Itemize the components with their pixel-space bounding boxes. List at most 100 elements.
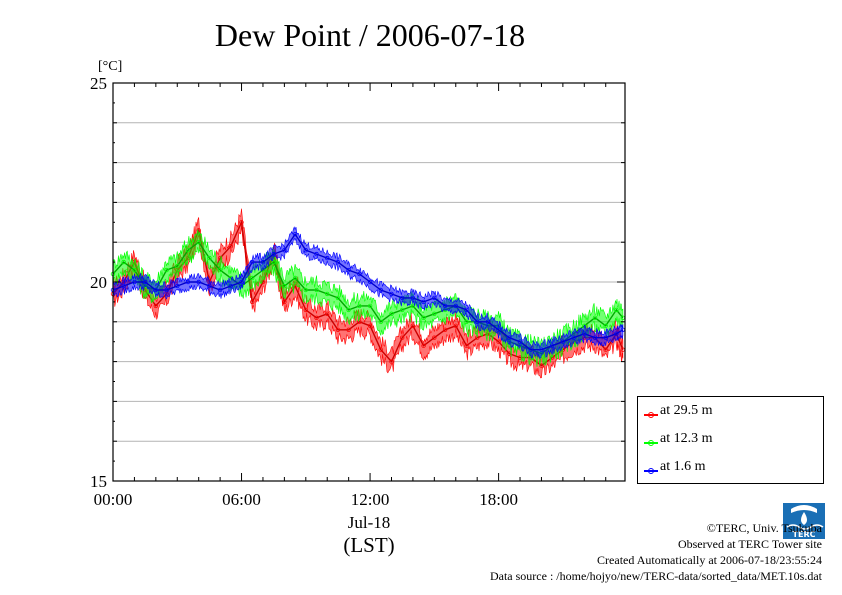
- series-2-point: [453, 303, 458, 309]
- axis-tick-labels: 15 20 25 00:00 06:00 12:00 18:00: [90, 74, 518, 509]
- series-1-point: [603, 323, 608, 328]
- series-2-point: [142, 279, 148, 285]
- series-2-point: [421, 299, 426, 305]
- series-1-point: [335, 295, 341, 301]
- series-1-point: [367, 303, 373, 309]
- y-tick-label: 15: [90, 472, 107, 491]
- series-2-point: [582, 331, 587, 336]
- legend-swatch-red: [644, 407, 658, 418]
- series-2-point: [475, 319, 480, 324]
- series-2-point: [249, 259, 255, 265]
- series-2-point: [432, 295, 437, 301]
- series-0-point: [603, 347, 608, 352]
- series-2-point: [614, 331, 619, 336]
- series-1-point: [282, 283, 287, 289]
- terc-logo-icon: TERC: [783, 503, 825, 539]
- series-2-point: [207, 283, 212, 289]
- series-2-point: [132, 279, 137, 285]
- series-1-point: [121, 259, 126, 265]
- series-2-point: [400, 295, 405, 301]
- series-2-point: [335, 259, 341, 265]
- series-1-point: [325, 291, 330, 297]
- series-0-point: [325, 311, 330, 316]
- series-0-point: [453, 323, 458, 328]
- legend-swatch-blue: [644, 463, 658, 474]
- series-1-point: [164, 267, 169, 273]
- series-2-point: [560, 339, 566, 344]
- series-0-point: [217, 255, 223, 261]
- x-axis-timezone-label: (LST): [343, 533, 394, 557]
- series-0-point: [357, 319, 362, 324]
- series-2-point: [367, 279, 373, 285]
- y-tick-label: 25: [90, 74, 107, 93]
- series-2-point: [496, 327, 501, 332]
- series-0-point: [378, 347, 383, 352]
- series-1-point: [346, 307, 351, 313]
- series-2-point: [389, 291, 394, 297]
- series-2-point: [217, 287, 223, 293]
- chart-title: Dew Point / 2006-07-18: [215, 17, 525, 53]
- series-0-point: [239, 220, 244, 225]
- series-2-point: [346, 267, 351, 273]
- series-2-point: [228, 283, 233, 289]
- series-2-line: [112, 232, 624, 351]
- series-2-point: [603, 335, 608, 340]
- series-2-point: [314, 251, 319, 257]
- series-2-point: [550, 343, 555, 348]
- series-2-point: [442, 303, 448, 309]
- series-0-point: [442, 327, 448, 332]
- series-group: [110, 208, 626, 379]
- series-2-point: [464, 307, 469, 313]
- series-2-band: [112, 226, 624, 359]
- x-axis-date-label: Jul-18: [348, 513, 391, 532]
- series-0-point: [228, 243, 233, 249]
- series-0-point: [282, 299, 287, 305]
- series-2-point: [539, 347, 544, 352]
- series-0-point: [367, 323, 373, 328]
- series-1-point: [389, 311, 394, 316]
- series-1-point: [432, 311, 437, 316]
- series-1-point: [421, 315, 426, 320]
- series-1-point: [175, 263, 180, 269]
- series-2-point: [507, 335, 512, 340]
- series-2-point: [485, 319, 491, 324]
- series-1-point: [249, 275, 255, 281]
- credits-block: ©TERC, Univ. Tsukuba Observed at TERC To…: [490, 520, 822, 584]
- copyright-text: ©TERC, Univ. Tsukuba: [706, 521, 822, 535]
- series-0-point: [389, 359, 394, 364]
- legend-label: at 12.3 m: [660, 431, 713, 446]
- legend-label: at 29.5 m: [660, 403, 713, 418]
- series-1-point: [592, 315, 598, 320]
- y-tick-label: 20: [90, 273, 107, 292]
- created-text: Created Automatically at 2006-07-18/23:5…: [597, 553, 822, 567]
- series-2-point: [517, 339, 523, 344]
- series-0-point: [153, 303, 158, 309]
- series-1-point: [614, 307, 619, 313]
- series-2-point: [164, 287, 169, 293]
- x-tick-label: 12:00: [351, 490, 390, 509]
- series-2-point: [410, 295, 416, 301]
- data-source-text: Data source : /home/hojyo/new/TERC-data/…: [489, 569, 822, 583]
- series-1-point: [207, 255, 212, 261]
- legend-swatch-green: [644, 435, 658, 446]
- series-1-point: [185, 247, 191, 253]
- logo-text: TERC: [793, 530, 816, 539]
- series-1-point: [292, 275, 298, 281]
- series-1-point: [217, 267, 223, 273]
- series-1-point: [271, 259, 276, 265]
- legend: at 29.5 m at 12.3 m at 1.6 m: [637, 396, 824, 484]
- series-1-point: [303, 287, 308, 293]
- series-2-point: [239, 279, 244, 285]
- series-0-point: [314, 315, 319, 320]
- series-0-point: [496, 339, 501, 344]
- series-0-point: [335, 327, 341, 332]
- series-1-point: [357, 303, 362, 309]
- series-2-point: [571, 335, 576, 340]
- series-0-point: [303, 307, 308, 313]
- series-1-point: [196, 239, 201, 245]
- y-axis-unit-label: [°C]: [98, 59, 122, 74]
- series-2-point: [271, 251, 276, 257]
- series-1-point: [464, 319, 469, 324]
- series-1-point: [400, 307, 405, 313]
